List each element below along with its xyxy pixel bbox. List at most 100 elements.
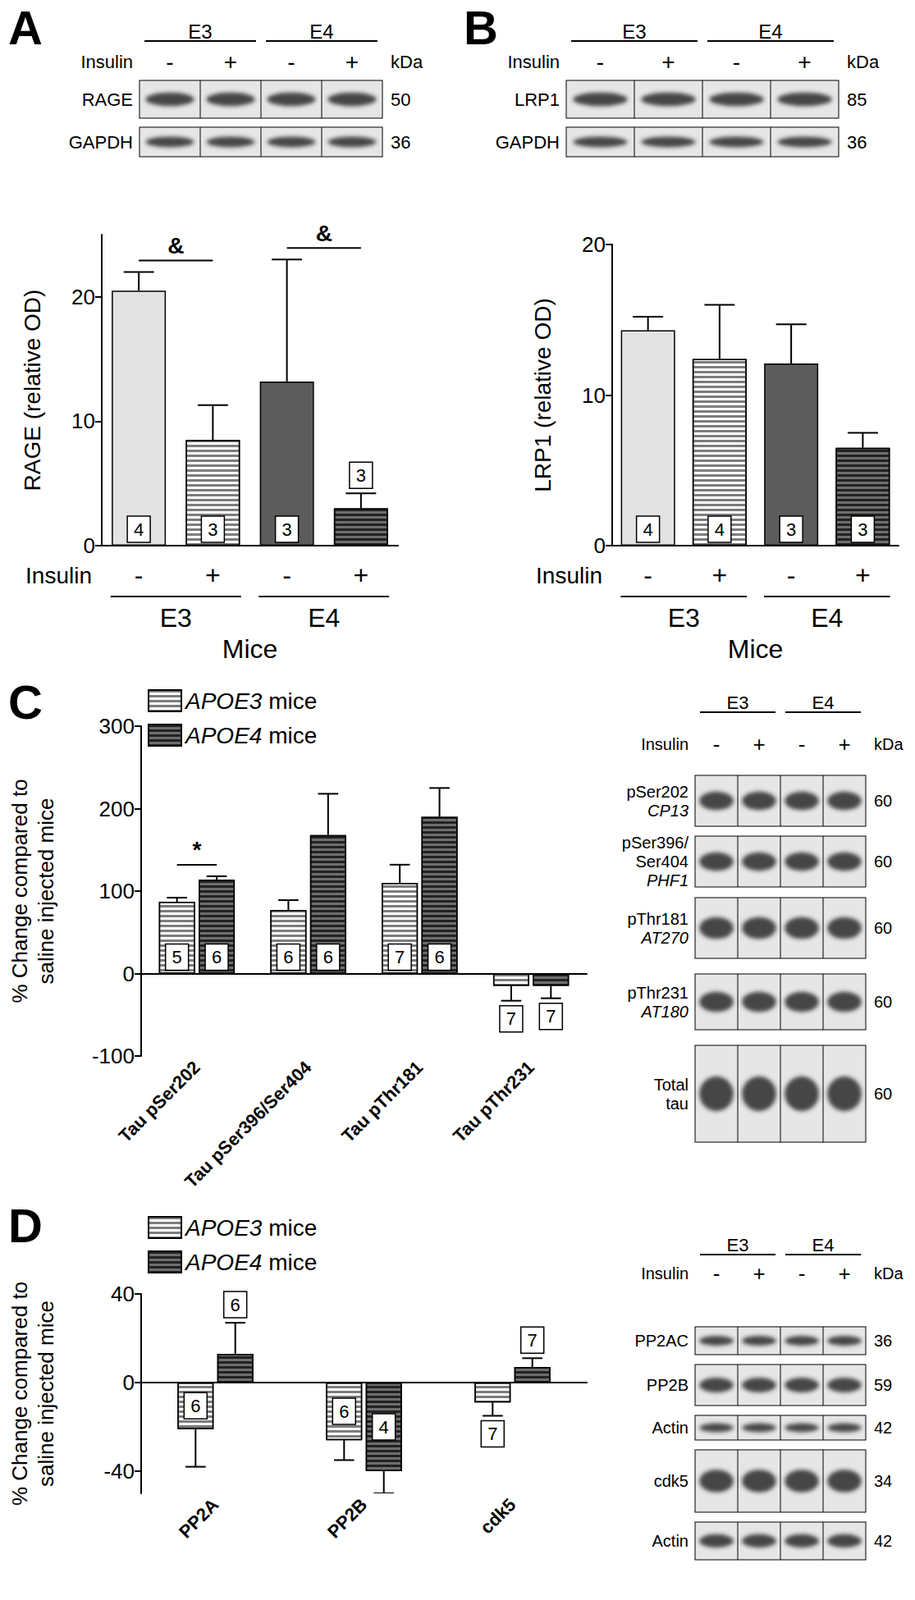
svg-text:3: 3 <box>207 519 218 540</box>
svg-text:42: 42 <box>873 1418 893 1437</box>
svg-text:% Change compared to: % Change compared to <box>7 778 33 1003</box>
svg-text:Tau pThr231: Tau pThr231 <box>448 1056 539 1147</box>
svg-text:E4: E4 <box>812 1235 835 1256</box>
svg-text:-: - <box>596 49 604 75</box>
svg-text:+: + <box>797 49 811 75</box>
svg-text:6: 6 <box>230 1294 241 1316</box>
svg-text:AT180: AT180 <box>640 1002 689 1021</box>
svg-text:E4: E4 <box>307 603 340 633</box>
svg-text:4: 4 <box>133 519 144 540</box>
svg-text:pThr231: pThr231 <box>627 983 690 1002</box>
svg-text:Insulin: Insulin <box>535 562 603 589</box>
svg-text:+: + <box>837 732 851 757</box>
svg-text:60: 60 <box>873 791 893 810</box>
svg-text:0: 0 <box>594 533 606 559</box>
svg-text:50: 50 <box>390 89 411 110</box>
svg-text:Mice: Mice <box>222 634 279 664</box>
svg-text:+: + <box>224 49 238 75</box>
svg-text:LRP1: LRP1 <box>514 89 560 110</box>
svg-text:PP2A: PP2A <box>174 1494 223 1542</box>
svg-text:+: + <box>661 49 675 75</box>
svg-text:Actin: Actin <box>652 1418 689 1437</box>
svg-text:4: 4 <box>714 519 725 540</box>
svg-text:+: + <box>205 560 221 591</box>
svg-text:6: 6 <box>190 1395 201 1417</box>
svg-text:+: + <box>752 732 765 757</box>
svg-text:GAPDH: GAPDH <box>68 132 133 153</box>
svg-text:3: 3 <box>282 519 293 540</box>
svg-text:*: * <box>192 837 202 863</box>
svg-text:LRP1 (relative OD): LRP1 (relative OD) <box>530 297 556 493</box>
svg-text:kDa: kDa <box>873 735 904 754</box>
svg-text:5: 5 <box>172 947 183 968</box>
svg-text:CP13: CP13 <box>647 801 689 820</box>
svg-text:saline injected mice: saline injected mice <box>33 1300 59 1487</box>
svg-text:-: - <box>798 1261 806 1286</box>
svg-text:0: 0 <box>123 1370 135 1396</box>
svg-text:Total: Total <box>654 1075 689 1094</box>
svg-text:-: - <box>798 732 806 757</box>
svg-text:kDa: kDa <box>873 1264 904 1283</box>
svg-text:AT270: AT270 <box>640 928 689 948</box>
svg-text:59: 59 <box>873 1376 893 1395</box>
svg-text:200: 200 <box>99 796 135 822</box>
svg-text:6: 6 <box>323 947 334 968</box>
svg-text:RAGE (relative OD): RAGE (relative OD) <box>19 289 46 492</box>
svg-text:40: 40 <box>110 1281 135 1307</box>
svg-text:mice: mice <box>261 1249 317 1276</box>
svg-text:6: 6 <box>283 947 293 968</box>
svg-text:Insulin: Insulin <box>25 562 92 589</box>
svg-text:3: 3 <box>857 519 868 540</box>
svg-text:PP2AC: PP2AC <box>634 1331 689 1350</box>
svg-text:kDa: kDa <box>846 51 880 73</box>
svg-text:-: - <box>713 732 721 757</box>
svg-text:Actin: Actin <box>652 1532 689 1551</box>
svg-text:34: 34 <box>873 1472 893 1491</box>
svg-text:7: 7 <box>527 1330 538 1351</box>
svg-text:36: 36 <box>846 132 867 153</box>
svg-text:10: 10 <box>71 408 96 434</box>
svg-text:E3: E3 <box>727 692 750 714</box>
svg-text:PHF1: PHF1 <box>646 871 689 890</box>
svg-text:6: 6 <box>211 947 222 968</box>
svg-text:20: 20 <box>581 232 606 257</box>
svg-text:E3: E3 <box>727 1235 750 1256</box>
svg-text:tau: tau <box>665 1094 689 1113</box>
svg-text:60: 60 <box>873 852 893 871</box>
svg-text:7: 7 <box>394 947 405 968</box>
svg-text:PP2B: PP2B <box>646 1376 689 1395</box>
svg-text:&: & <box>315 220 333 247</box>
svg-text:+: + <box>855 560 871 591</box>
svg-text:60: 60 <box>873 919 893 938</box>
svg-text:Tau pSer396/Ser404: Tau pSer396/Ser404 <box>180 1056 316 1193</box>
svg-text:7: 7 <box>506 1008 517 1030</box>
svg-text:-: - <box>643 560 653 591</box>
svg-text:+: + <box>353 560 370 591</box>
svg-text:Insulin: Insulin <box>80 51 133 73</box>
svg-text:APOE3: APOE3 <box>183 1215 263 1241</box>
svg-text:Tau pSer202: Tau pSer202 <box>114 1056 205 1147</box>
svg-text:pSer202: pSer202 <box>626 782 689 801</box>
svg-text:+: + <box>752 1261 765 1286</box>
svg-text:E4: E4 <box>810 603 843 633</box>
svg-text:0: 0 <box>123 961 135 987</box>
svg-text:3: 3 <box>356 465 366 486</box>
svg-text:APOE3: APOE3 <box>183 688 263 714</box>
svg-text:20: 20 <box>71 284 96 310</box>
svg-text:36: 36 <box>873 1331 893 1350</box>
svg-text:4: 4 <box>643 519 654 540</box>
svg-text:kDa: kDa <box>390 51 424 73</box>
svg-text:RAGE: RAGE <box>82 89 133 110</box>
svg-text:-: - <box>713 1261 721 1286</box>
svg-text:3: 3 <box>786 519 797 540</box>
svg-text:-: - <box>165 49 174 75</box>
svg-text:E4: E4 <box>812 692 835 714</box>
svg-text:7: 7 <box>487 1423 498 1445</box>
svg-text:60: 60 <box>873 1084 893 1103</box>
svg-text:-: - <box>287 49 295 75</box>
svg-text:-: - <box>282 560 292 591</box>
svg-text:0: 0 <box>83 533 96 559</box>
svg-text:-: - <box>786 560 797 591</box>
svg-text:60: 60 <box>873 992 893 1012</box>
svg-text:GAPDH: GAPDH <box>495 132 560 153</box>
